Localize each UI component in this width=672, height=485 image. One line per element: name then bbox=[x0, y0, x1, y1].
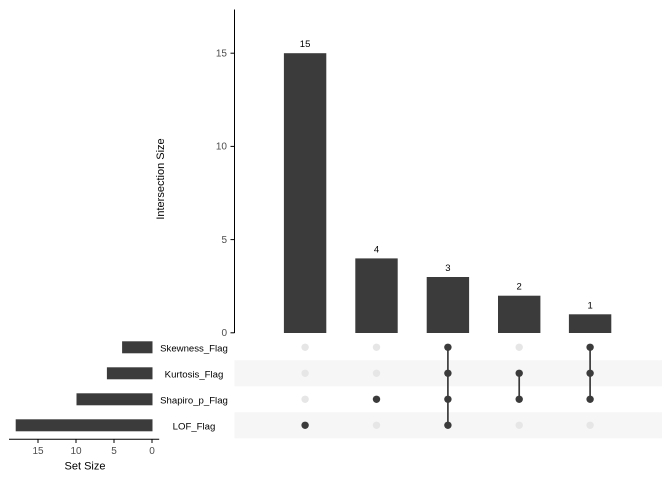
svg-text:10: 10 bbox=[70, 446, 82, 457]
svg-text:3: 3 bbox=[445, 263, 450, 274]
svg-text:5: 5 bbox=[221, 235, 227, 246]
svg-text:1: 1 bbox=[587, 300, 592, 311]
svg-text:Skewness_Flag: Skewness_Flag bbox=[160, 343, 228, 354]
svg-text:Intersection Size: Intersection Size bbox=[155, 138, 167, 219]
svg-text:10: 10 bbox=[216, 142, 228, 153]
svg-text:Kurtosis_Flag: Kurtosis_Flag bbox=[165, 369, 224, 380]
svg-text:15: 15 bbox=[32, 446, 44, 457]
svg-text:2: 2 bbox=[517, 282, 522, 293]
svg-text:15: 15 bbox=[300, 39, 311, 50]
svg-text:0: 0 bbox=[221, 328, 227, 339]
svg-text:Set Size: Set Size bbox=[65, 461, 106, 473]
svg-text:15: 15 bbox=[216, 49, 228, 60]
svg-text:LOF_Flag: LOF_Flag bbox=[173, 421, 216, 432]
svg-text:5: 5 bbox=[111, 446, 117, 457]
svg-text:0: 0 bbox=[149, 446, 155, 457]
svg-text:Shapiro_p_Flag: Shapiro_p_Flag bbox=[160, 395, 228, 406]
svg-text:4: 4 bbox=[374, 244, 379, 255]
